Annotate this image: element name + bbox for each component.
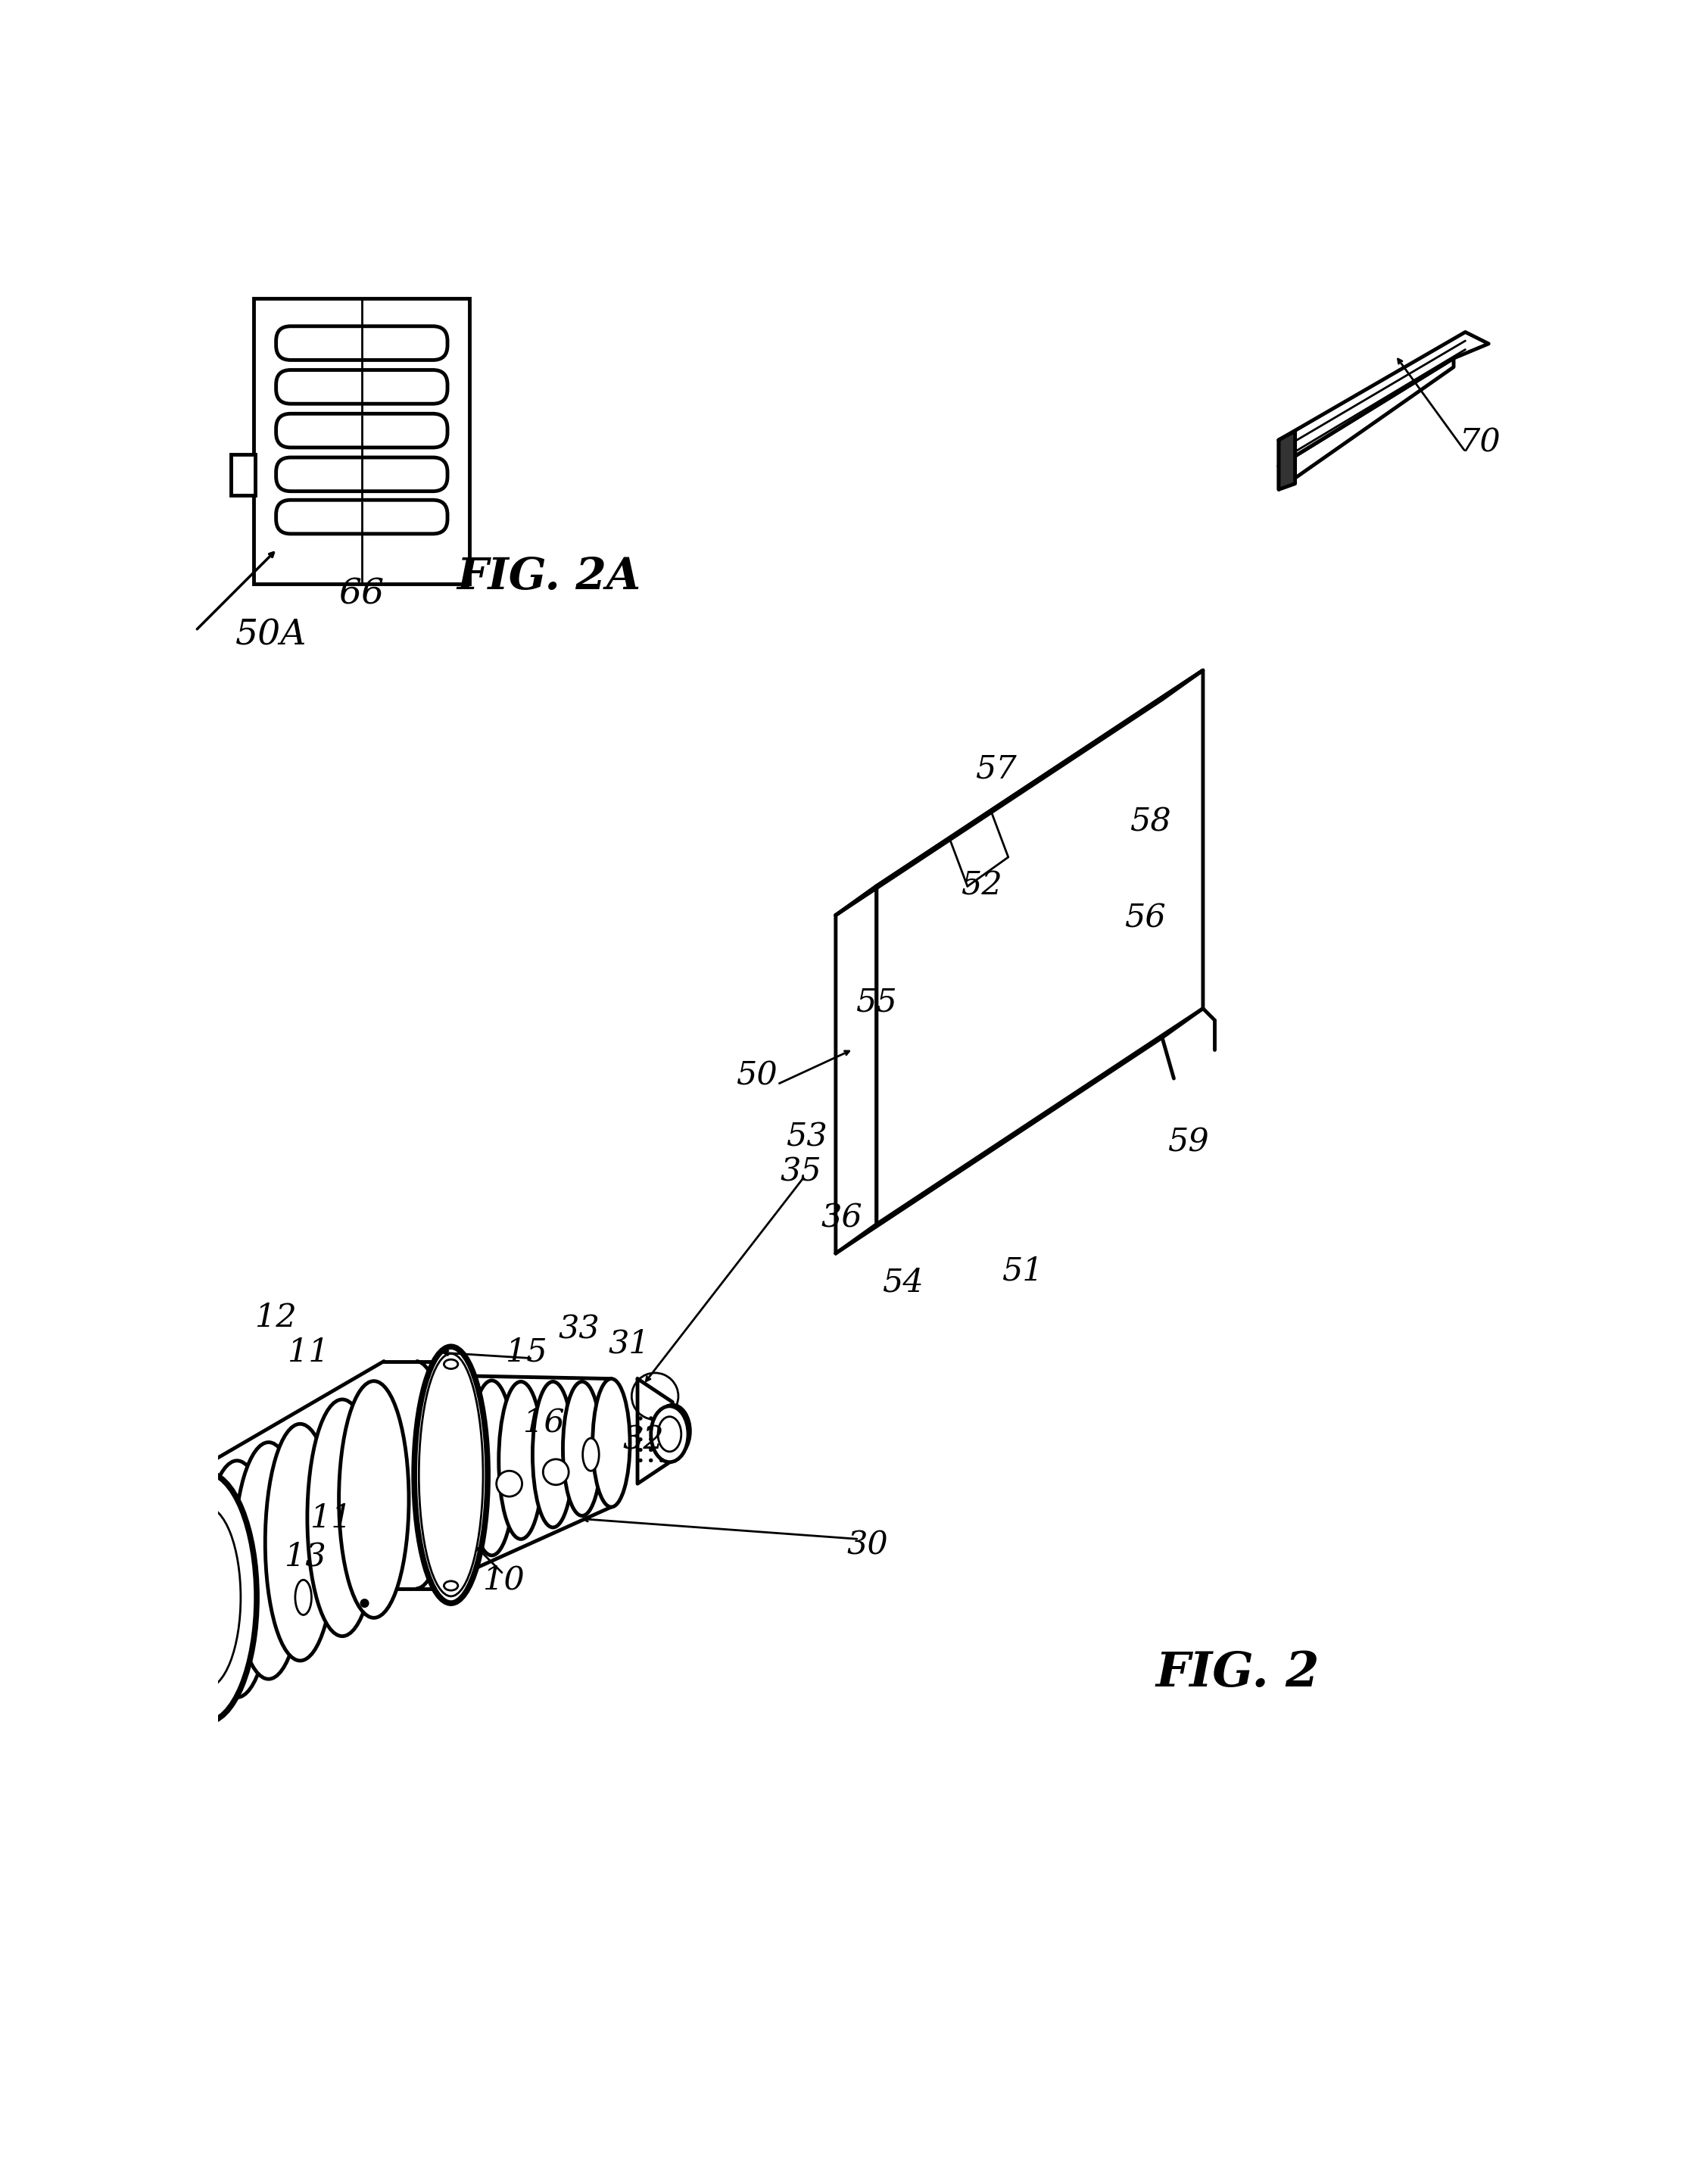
- Ellipse shape: [639, 1459, 642, 1461]
- Ellipse shape: [162, 1690, 176, 1701]
- Text: 54: 54: [881, 1267, 924, 1299]
- Text: 53: 53: [786, 1120, 827, 1153]
- Text: FIG. 2A: FIG. 2A: [456, 555, 640, 598]
- Text: 15: 15: [506, 1337, 548, 1369]
- Ellipse shape: [649, 1448, 652, 1452]
- Text: 12: 12: [254, 1302, 297, 1334]
- Bar: [149, 1522, 161, 1557]
- Ellipse shape: [307, 1400, 377, 1636]
- Ellipse shape: [154, 1472, 256, 1723]
- Ellipse shape: [436, 1376, 488, 1575]
- Text: 11: 11: [287, 1337, 330, 1369]
- Ellipse shape: [651, 1406, 688, 1461]
- Polygon shape: [1279, 332, 1489, 465]
- Bar: [254, 299, 470, 583]
- Text: 50A: 50A: [236, 618, 307, 653]
- Text: 16: 16: [524, 1406, 565, 1439]
- Ellipse shape: [338, 1380, 408, 1618]
- Ellipse shape: [659, 1417, 663, 1420]
- Ellipse shape: [468, 1380, 516, 1555]
- Ellipse shape: [564, 1382, 601, 1516]
- Ellipse shape: [639, 1417, 642, 1420]
- Text: 52: 52: [960, 869, 1003, 902]
- Text: 35: 35: [781, 1155, 822, 1188]
- Polygon shape: [835, 670, 1202, 915]
- Text: 13: 13: [285, 1540, 326, 1572]
- Ellipse shape: [659, 1426, 663, 1431]
- Ellipse shape: [593, 1378, 630, 1507]
- Text: 57: 57: [975, 753, 1016, 786]
- Ellipse shape: [639, 1448, 642, 1452]
- Ellipse shape: [639, 1426, 642, 1431]
- Ellipse shape: [295, 1579, 311, 1614]
- FancyBboxPatch shape: [277, 500, 447, 533]
- Text: 55: 55: [856, 987, 897, 1018]
- Ellipse shape: [658, 1417, 681, 1452]
- Text: 36: 36: [822, 1203, 863, 1234]
- Ellipse shape: [234, 1441, 304, 1679]
- Polygon shape: [637, 1378, 673, 1483]
- Ellipse shape: [639, 1437, 642, 1441]
- Ellipse shape: [654, 1404, 690, 1457]
- Ellipse shape: [444, 1581, 458, 1590]
- Text: 58: 58: [1129, 806, 1172, 839]
- Bar: [231, 454, 254, 496]
- Ellipse shape: [661, 1413, 685, 1448]
- Text: 51: 51: [1001, 1256, 1044, 1286]
- FancyBboxPatch shape: [277, 325, 447, 360]
- Text: 50: 50: [736, 1059, 777, 1092]
- Ellipse shape: [157, 1535, 169, 1546]
- Bar: [154, 1688, 186, 1712]
- Polygon shape: [835, 887, 876, 1254]
- Ellipse shape: [418, 1354, 483, 1597]
- Ellipse shape: [649, 1417, 652, 1420]
- Text: 59: 59: [1168, 1127, 1209, 1158]
- Ellipse shape: [173, 1483, 237, 1710]
- FancyBboxPatch shape: [277, 456, 447, 491]
- Ellipse shape: [649, 1437, 652, 1441]
- Polygon shape: [1279, 430, 1295, 489]
- Ellipse shape: [265, 1424, 335, 1660]
- Ellipse shape: [649, 1426, 652, 1431]
- Text: 32: 32: [623, 1424, 664, 1457]
- Ellipse shape: [659, 1459, 663, 1461]
- Ellipse shape: [162, 1669, 176, 1677]
- Text: 66: 66: [338, 577, 384, 612]
- Text: 11: 11: [311, 1503, 352, 1535]
- Ellipse shape: [497, 1470, 523, 1496]
- Ellipse shape: [171, 1507, 241, 1688]
- Ellipse shape: [415, 1348, 488, 1603]
- Ellipse shape: [582, 1439, 600, 1470]
- Ellipse shape: [533, 1382, 574, 1527]
- FancyBboxPatch shape: [277, 369, 447, 404]
- Ellipse shape: [659, 1448, 663, 1452]
- Text: 70: 70: [1459, 426, 1501, 459]
- FancyBboxPatch shape: [277, 413, 447, 448]
- Ellipse shape: [543, 1459, 569, 1485]
- Ellipse shape: [444, 1358, 458, 1369]
- Text: 30: 30: [847, 1529, 888, 1562]
- Text: 33: 33: [559, 1313, 600, 1345]
- Polygon shape: [1279, 358, 1454, 489]
- Text: 10: 10: [483, 1564, 524, 1597]
- Ellipse shape: [166, 1699, 179, 1710]
- Ellipse shape: [499, 1382, 543, 1540]
- Text: 56: 56: [1124, 902, 1165, 935]
- Ellipse shape: [649, 1459, 652, 1461]
- Text: FIG. 2: FIG. 2: [1156, 1649, 1320, 1697]
- Ellipse shape: [166, 1723, 179, 1732]
- Ellipse shape: [152, 1531, 174, 1551]
- Ellipse shape: [202, 1461, 272, 1697]
- Ellipse shape: [659, 1437, 663, 1441]
- Polygon shape: [876, 670, 1202, 1225]
- Ellipse shape: [360, 1599, 367, 1607]
- Text: 31: 31: [608, 1328, 649, 1361]
